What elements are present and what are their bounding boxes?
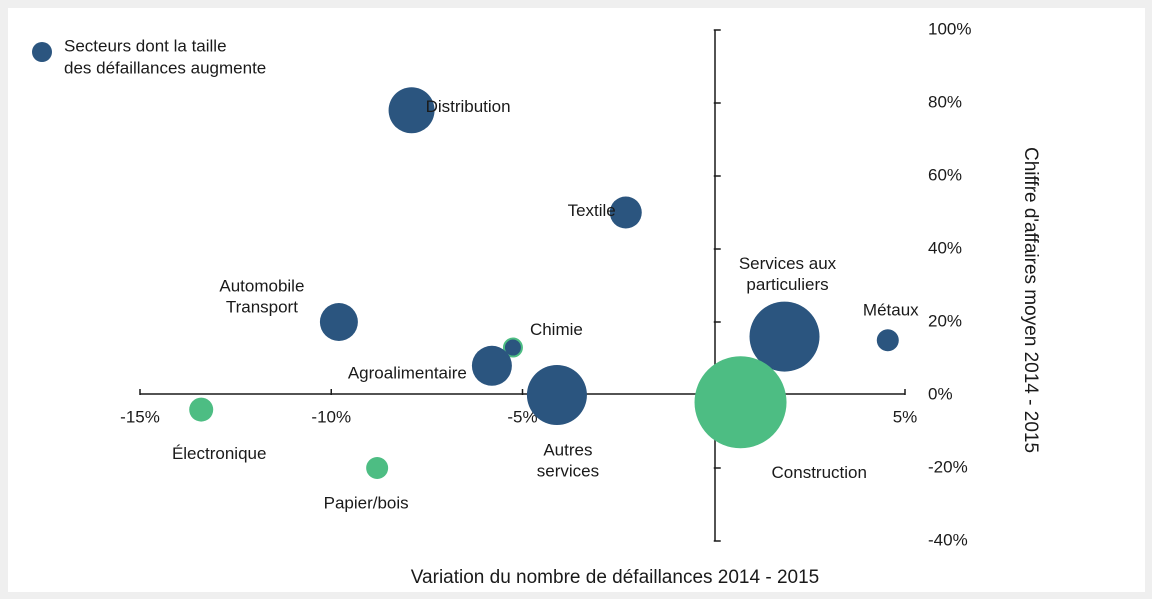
y-tick-label: 20% [928,311,962,330]
bubble-label: Métaux [863,301,919,320]
x-tick-label: -5% [507,407,537,426]
bubble [366,457,389,479]
bubble [876,329,899,352]
y-tick-label: 80% [928,92,962,111]
bubble-label: Papier/bois [324,493,409,512]
legend-marker [32,42,52,62]
bubble [319,303,358,341]
bubble [189,397,214,422]
x-tick-label: 5% [893,407,918,426]
legend-label: Secteurs dont la taille [64,36,227,55]
bubble [526,365,587,425]
bubble-label: Électronique [172,444,267,463]
bubble-label: Chimie [530,320,583,339]
y-tick-label: -20% [928,457,968,476]
y-axis-title: Chiffre d'affaires moyen 2014 - 2015 [1020,147,1041,453]
x-tick-label: -15% [120,407,160,426]
bubble-label: Distribution [426,97,511,116]
bubble [609,196,642,229]
y-tick-label: 100% [928,19,971,38]
bubble-label: Services aux [739,254,837,273]
bubble-label: Transport [226,297,298,316]
bubble-label: Agroalimentaire [348,363,467,382]
bubble [694,356,787,449]
bubble [749,301,820,372]
bubble [471,345,512,386]
bubble [502,337,523,358]
bubble-label: particuliers [746,275,828,294]
y-tick-label: 0% [928,384,953,403]
bubble-label: Automobile [219,276,304,295]
bubble-label: Autres [543,440,592,459]
x-axis-title: Variation du nombre de défaillances 2014… [411,567,819,588]
y-tick-label: -40% [928,530,968,549]
x-tick-label: -10% [311,407,351,426]
bubble-label: Textile [568,201,616,220]
bubble [388,87,435,134]
bubble-label: Construction [772,463,867,482]
y-tick-label: 60% [928,165,962,184]
legend-label: des défaillances augmente [64,58,266,77]
bubble-label: services [537,461,599,480]
y-tick-label: 40% [928,238,962,257]
panel [8,8,1145,592]
